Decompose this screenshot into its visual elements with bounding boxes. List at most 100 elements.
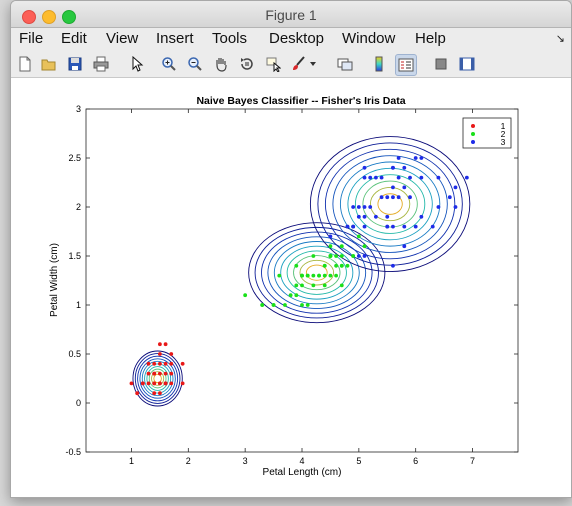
menu-help[interactable]: Help <box>415 30 446 47</box>
legend-icon[interactable] <box>395 54 417 76</box>
save-icon[interactable] <box>65 54 85 74</box>
menu-file[interactable]: File <box>19 30 44 47</box>
point-class-3 <box>362 254 367 258</box>
brush-icon[interactable] <box>289 54 309 74</box>
point-class-2 <box>339 254 344 258</box>
contour-class-3 <box>339 161 441 247</box>
point-class-3 <box>362 214 367 219</box>
point-class-3 <box>419 156 424 160</box>
point-class-3 <box>402 165 407 170</box>
point-class-2 <box>243 293 248 298</box>
point-class-2 <box>351 254 356 258</box>
chart-svg[interactable]: Naive Bayes Classifier -- Fisher's Iris … <box>11 78 571 497</box>
x-axis-label: Petal Length (cm) <box>263 467 342 478</box>
zoom-out-icon[interactable] <box>185 54 205 74</box>
point-class-3 <box>396 195 401 200</box>
point-class-2 <box>334 254 339 258</box>
point-class-1 <box>157 371 162 376</box>
title-bar: Figure 1 <box>11 1 571 28</box>
y-tick-label: 3 <box>76 104 81 114</box>
point-class-3 <box>396 156 401 160</box>
print-icon[interactable] <box>91 54 111 74</box>
point-class-2 <box>260 303 265 307</box>
point-class-1 <box>157 342 162 347</box>
maximize-window-button[interactable] <box>62 10 76 24</box>
point-class-3 <box>345 224 350 229</box>
show-plot-tools-icon[interactable] <box>457 54 477 74</box>
point-class-1 <box>163 381 168 386</box>
axes-frame <box>85 108 519 453</box>
contour-class-1 <box>151 371 165 386</box>
point-class-2 <box>311 283 316 288</box>
contour-class-2 <box>299 259 335 286</box>
menu-edit[interactable]: Edit <box>61 30 87 47</box>
hide-plot-tools-icon[interactable] <box>431 54 451 74</box>
point-class-1 <box>157 381 162 386</box>
point-class-1 <box>157 391 162 396</box>
point-class-1 <box>152 391 157 396</box>
pan-icon[interactable] <box>211 54 231 74</box>
point-class-3 <box>413 224 418 229</box>
menu-window[interactable]: Window <box>342 30 396 47</box>
point-class-2 <box>305 273 310 278</box>
figure-canvas[interactable]: Naive Bayes Classifier -- Fisher's Iris … <box>11 78 571 497</box>
minimize-window-button[interactable] <box>42 10 56 24</box>
point-class-3 <box>362 175 367 180</box>
point-class-1 <box>169 381 174 386</box>
point-class-2 <box>328 254 333 258</box>
point-class-3 <box>368 205 373 209</box>
point-class-2 <box>328 273 333 278</box>
point-class-3 <box>385 224 390 229</box>
data-cursor-icon[interactable] <box>263 54 283 74</box>
open-file-icon[interactable] <box>39 54 59 74</box>
point-class-3 <box>391 195 395 200</box>
point-class-3 <box>396 175 401 180</box>
point-class-3 <box>362 165 367 170</box>
menu-view[interactable]: View <box>106 30 139 47</box>
menu-tools[interactable]: Tools <box>212 30 248 47</box>
brush-menu-arrow-icon[interactable] <box>307 54 319 74</box>
point-class-3 <box>402 244 407 249</box>
contour-class-3 <box>369 186 411 222</box>
menu-bar: File Edit View Insert Tools Desktop Wind… <box>11 28 571 50</box>
point-class-3 <box>385 195 390 200</box>
new-figure-icon[interactable] <box>15 54 35 74</box>
y-tick-label: 2.5 <box>68 153 81 163</box>
close-window-button[interactable] <box>22 10 36 24</box>
point-class-3 <box>436 205 441 209</box>
point-class-2 <box>288 293 293 298</box>
dock-arrow-icon[interactable]: ↘ <box>555 33 565 45</box>
contour-class-2 <box>267 236 367 309</box>
point-class-2 <box>322 273 327 278</box>
point-class-1 <box>180 381 185 386</box>
point-class-2 <box>322 263 327 268</box>
point-class-2 <box>294 283 299 288</box>
point-class-1 <box>146 361 151 366</box>
point-class-3 <box>391 165 395 170</box>
colorbar-icon[interactable] <box>369 54 389 74</box>
contour-class-3 <box>309 136 471 272</box>
link-plot-icon[interactable] <box>335 54 355 74</box>
contour-class-2 <box>280 245 354 300</box>
pointer-icon[interactable] <box>127 54 147 74</box>
chart-legend[interactable]: 123 <box>462 117 512 149</box>
point-class-2 <box>356 234 361 239</box>
figure-toolbar <box>11 51 571 78</box>
point-class-1 <box>152 381 157 386</box>
x-tick-label: 4 <box>299 456 304 466</box>
point-class-1 <box>169 371 174 376</box>
point-class-2 <box>311 273 316 278</box>
x-tick-label: 5 <box>356 456 361 466</box>
contour-class-1 <box>144 363 172 394</box>
point-class-1 <box>135 391 140 396</box>
menu-insert[interactable]: Insert <box>156 30 194 47</box>
rotate-3d-icon[interactable] <box>237 54 257 74</box>
y-tick-label: 2 <box>76 202 81 212</box>
point-class-2 <box>334 263 339 268</box>
point-class-2 <box>328 244 333 249</box>
point-class-1 <box>146 381 151 386</box>
zoom-in-icon[interactable] <box>159 54 179 74</box>
menu-desktop[interactable]: Desktop <box>269 30 325 47</box>
y-tick-label: 0.5 <box>68 349 81 359</box>
y-tick-label: 1.5 <box>68 251 81 261</box>
